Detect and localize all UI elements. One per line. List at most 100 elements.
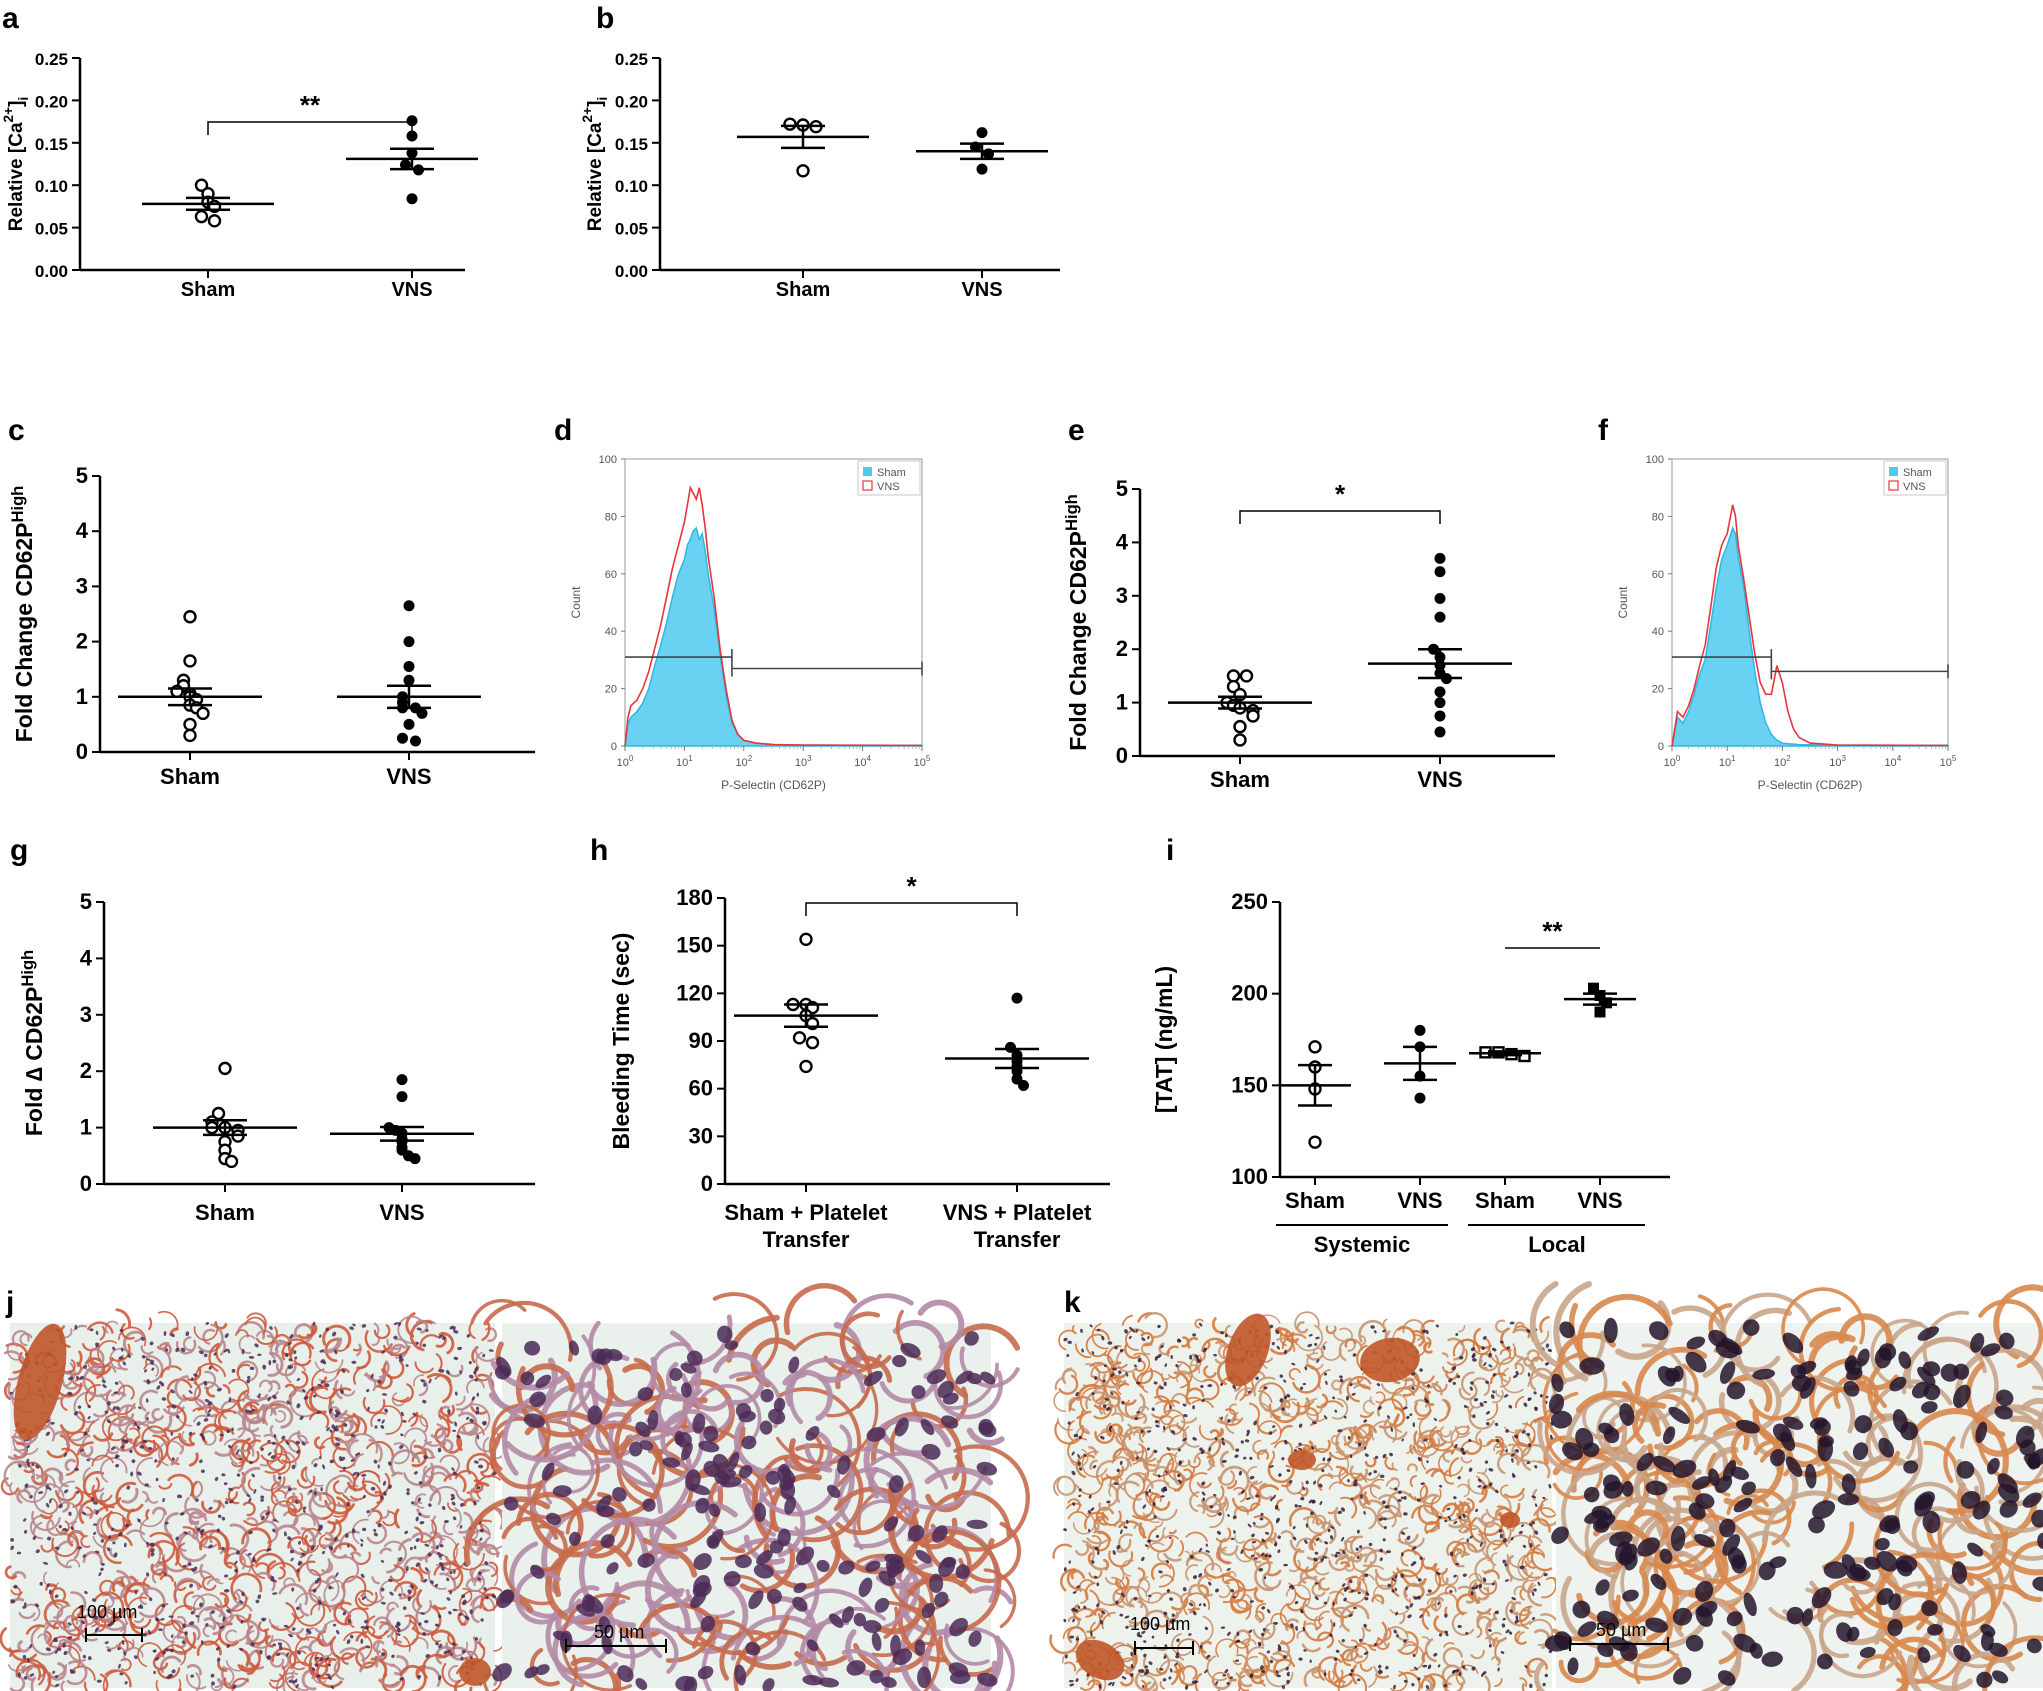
tissue-wall: [1105, 1465, 1125, 1480]
tissue-nucleus: [475, 1410, 480, 1415]
tissue-nucleus: [310, 1386, 315, 1392]
tissue-nucleus: [1272, 1425, 1276, 1428]
tissue-nucleus: [320, 1487, 323, 1492]
tissue-j2: [463, 1283, 1030, 1691]
tissue-wall: [393, 1442, 410, 1465]
tissue-nucleus: [393, 1335, 398, 1340]
tissue-wall: [1076, 1409, 1084, 1420]
tissue-nucleus: [1327, 1528, 1331, 1533]
tissue-nucleus: [1133, 1597, 1138, 1601]
tissue-nucleus: [22, 1654, 27, 1660]
tissue-nucleus: [1178, 1479, 1182, 1484]
tissue-nucleus: [129, 1449, 133, 1454]
tissue-nucleus: [350, 1434, 356, 1438]
tissue-wall: [282, 1675, 295, 1691]
tissue-nucleus: [1401, 1438, 1405, 1442]
tissue-nucleus: [1106, 1500, 1111, 1504]
tissue-wall: [214, 1409, 237, 1431]
tissue-nucleus: [1433, 1417, 1437, 1422]
tissue-nucleus: [1603, 1474, 1621, 1492]
tissue-wall: [491, 1403, 551, 1460]
tissue-nucleus: [231, 1427, 234, 1432]
tissue-nucleus: [23, 1676, 28, 1680]
tissue-nucleus: [150, 1552, 155, 1557]
tissue-nucleus: [285, 1652, 290, 1657]
tissue-wall: [1221, 1572, 1231, 1585]
tissue-wall: [1288, 1368, 1301, 1381]
y-tick-label: 0: [701, 1171, 713, 1196]
tissue-nucleus: [1146, 1447, 1150, 1451]
y-tick-label: 0.05: [615, 220, 648, 239]
tissue-nucleus: [1171, 1613, 1175, 1617]
tissue-nucleus: [1101, 1610, 1106, 1615]
tissue-nucleus: [1175, 1655, 1180, 1659]
tissue-nucleus: [1323, 1372, 1328, 1376]
tissue-nucleus: [1244, 1439, 1250, 1443]
tissue-nucleus: [1437, 1601, 1440, 1606]
tissue-wall: [1187, 1337, 1199, 1349]
tissue-wall: [1159, 1574, 1175, 1582]
tissue-nucleus: [195, 1615, 200, 1618]
tissue-nucleus: [77, 1405, 82, 1409]
tissue-wall: [886, 1600, 941, 1691]
tissue-nucleus: [1281, 1457, 1285, 1461]
tissue-wall: [247, 1479, 254, 1491]
panel-label-f: f: [1598, 414, 1609, 447]
tissue-nucleus: [121, 1640, 125, 1645]
tissue-wall: [85, 1384, 102, 1409]
tissue-wall: [264, 1638, 292, 1661]
tissue-wall: [1116, 1538, 1132, 1553]
tissue-nucleus: [441, 1505, 446, 1511]
tissue-wall: [204, 1622, 222, 1646]
tissue-nucleus: [466, 1416, 470, 1420]
x-tick-exponent: 2: [1786, 754, 1791, 763]
tissue-nucleus: [336, 1629, 340, 1635]
tissue-wall: [1539, 1498, 1559, 1518]
tissue-nucleus: [236, 1473, 241, 1477]
tissue-wall: [794, 1443, 864, 1543]
tissue-nucleus: [1348, 1613, 1353, 1617]
tissue-nucleus: [139, 1445, 145, 1449]
tissue-wall: [1497, 1357, 1514, 1383]
tissue-nucleus: [1785, 1456, 1803, 1478]
tissue-nucleus: [146, 1541, 150, 1546]
tissue-nucleus: [419, 1521, 425, 1525]
tissue-nucleus: [1072, 1591, 1077, 1594]
data-point-vns: [1434, 592, 1446, 604]
tissue-nucleus: [1903, 1460, 1919, 1474]
tissue-nucleus: [161, 1382, 165, 1387]
tissue-nucleus: [298, 1540, 301, 1545]
y-tick-label: 5: [1116, 476, 1128, 501]
y-label-subscript: i: [595, 97, 610, 101]
tissue-nucleus: [1073, 1433, 1079, 1438]
tissue-wall: [1539, 1315, 1550, 1333]
tissue-nucleus: [1165, 1559, 1170, 1564]
tissue-nucleus: [1469, 1535, 1473, 1539]
tissue-nucleus: [1110, 1373, 1115, 1378]
tissue-nucleus: [1670, 1525, 1686, 1552]
tissue-wall: [635, 1627, 679, 1674]
tissue-wall: [372, 1509, 383, 1525]
tissue-wall: [1096, 1430, 1124, 1458]
tissue-wall: [1734, 1307, 1793, 1388]
tissue-nucleus: [26, 1658, 30, 1663]
tissue-wall: [1634, 1346, 1708, 1397]
tissue-nucleus: [1652, 1455, 1676, 1473]
tissue-nucleus: [1164, 1363, 1168, 1368]
tissue-wall: [173, 1581, 187, 1591]
tissue-nucleus: [453, 1356, 459, 1361]
tissue-nucleus: [115, 1406, 120, 1411]
tissue-nucleus: [1383, 1517, 1387, 1521]
tissue-wall: [64, 1614, 79, 1629]
tissue-nucleus: [1063, 1618, 1067, 1623]
tissue-wall: [1425, 1467, 1446, 1476]
tissue-nucleus: [1334, 1554, 1338, 1558]
x-axis-label: P-Selectin (CD62P): [1758, 778, 1863, 792]
tissue-nucleus: [1521, 1524, 1525, 1528]
tissue-wall: [1252, 1521, 1270, 1529]
tissue-wall: [439, 1572, 457, 1592]
tissue-wall: [193, 1322, 219, 1341]
y-tick-label: 0.10: [35, 177, 68, 196]
tissue-wall: [456, 1609, 468, 1623]
tissue-nucleus: [1551, 1373, 1564, 1393]
